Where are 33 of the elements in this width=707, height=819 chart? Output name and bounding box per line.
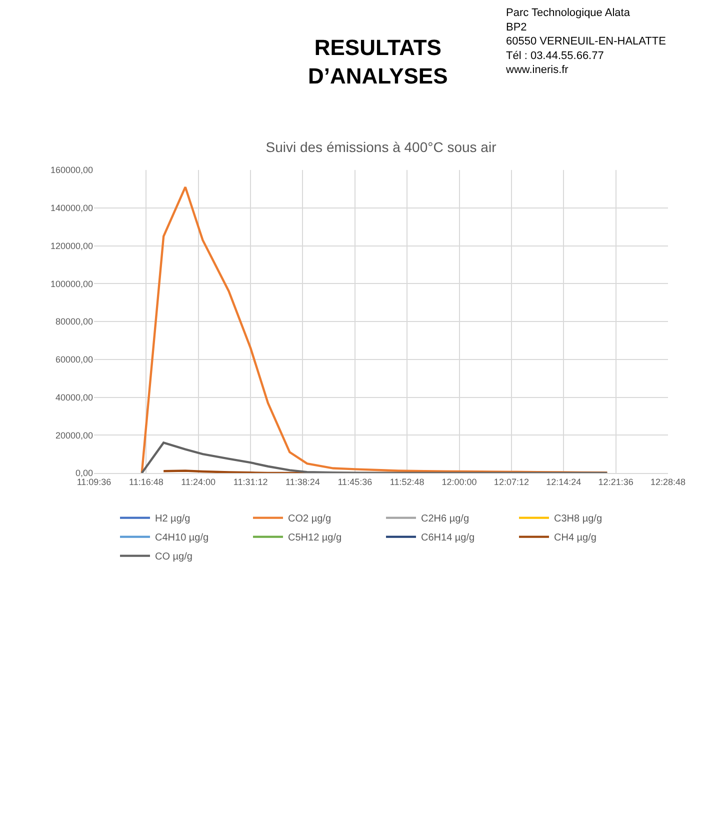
y-tick-label: 0,00 <box>75 468 93 478</box>
x-tick-label: 11:09:36 <box>76 476 112 487</box>
legend-label: H2 µg/g <box>155 514 190 525</box>
text: RESULTATS D’ANALYSES <box>308 35 448 89</box>
y-tick-label: 140000,00 <box>50 203 93 214</box>
legend-label: CO µg/g <box>155 552 192 563</box>
text: Parc Technologique Alata BP2 60550 VERNEUIL-EN-HALATTE Tél : 03.44.55.66.77 www.ineris.fr <box>505 7 666 76</box>
y-tick-label: 80000,00 <box>55 316 93 327</box>
legend-label: CH4 µg/g <box>554 532 596 544</box>
legend-label: C5H12 µg/g <box>288 532 342 544</box>
x-tick-label: 11:38:24 <box>286 476 320 487</box>
x-tick-label: 11:52:48 <box>390 476 424 487</box>
y-tick-label: 20000,00 <box>55 430 93 440</box>
x-tick-label: 12:00:00 <box>442 476 477 487</box>
legend-label: C4H10 µg/g <box>155 532 209 544</box>
x-tick-label: 12:21:36 <box>598 476 634 487</box>
x-tick-label: 11:31:12 <box>233 476 268 487</box>
y-tick-label: 120000,00 <box>50 240 93 251</box>
x-tick-label: 11:24:00 <box>181 476 216 487</box>
legend-label: C2H6 µg/g <box>421 514 470 525</box>
x-tick-label: 12:28:48 <box>650 476 686 487</box>
y-tick-label: 100000,00 <box>50 278 93 289</box>
legend-label: C3H8 µg/g <box>554 514 602 525</box>
legend-label: CO2 µg/g <box>288 514 332 525</box>
y-tick-label: 40000,00 <box>55 392 93 402</box>
x-tick-label: 12:07:12 <box>494 476 529 487</box>
chart-title: Suivi des émissions à 400°C sous air <box>266 138 497 155</box>
x-tick-label: 12:14:24 <box>546 476 582 487</box>
x-tick-label: 11:45:36 <box>338 476 372 487</box>
y-tick-label: 60000,00 <box>55 354 93 365</box>
legend-label: C6H14 µg/g <box>421 532 475 544</box>
x-tick-label: 11:16:48 <box>128 476 164 487</box>
y-tick-label: 160000,00 <box>50 165 93 176</box>
